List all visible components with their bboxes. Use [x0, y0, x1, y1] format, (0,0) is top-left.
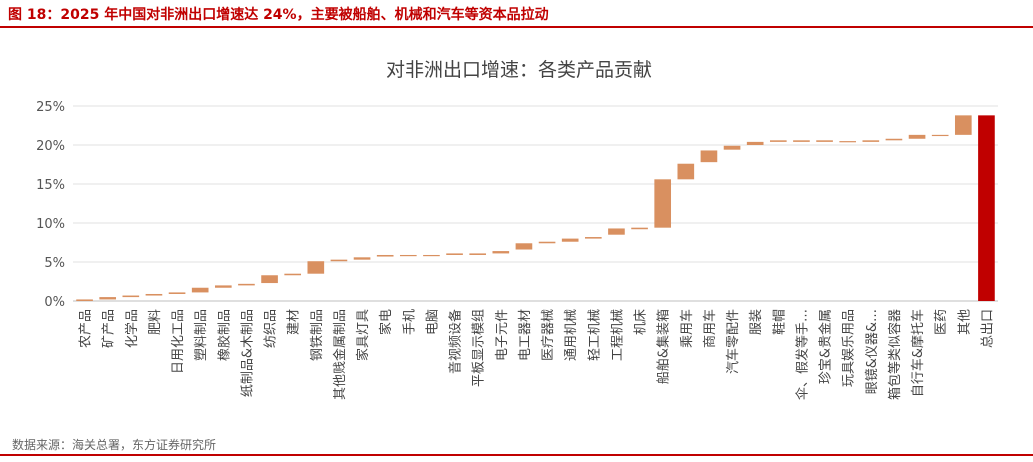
y-axis: 0% 5% 10% 15% 20% 25% — [36, 100, 65, 310]
x-tick-label: 日用化工品 — [171, 309, 186, 374]
bar-segment — [353, 257, 371, 260]
bar-segment — [423, 254, 440, 257]
x-tick-label: 平板显示模组 — [472, 309, 487, 387]
bar-segment — [885, 138, 903, 141]
bar-total — [978, 115, 995, 301]
x-tick-label: 眼镜&仪器&… — [865, 309, 880, 394]
bar-segment — [145, 293, 163, 296]
top-rule — [0, 26, 1033, 28]
y-tick-label: 5% — [44, 256, 65, 271]
x-tick-label: 其他 — [957, 309, 972, 335]
x-tick-label: 医疗器械 — [541, 309, 556, 361]
x-tick-label: 玩具娱乐用品 — [842, 309, 857, 387]
y-tick-label: 0% — [44, 295, 65, 310]
bar-segment — [677, 163, 695, 180]
x-tick-label: 工程机械 — [610, 309, 625, 361]
bar-segment — [515, 243, 533, 250]
bar-segment — [723, 145, 741, 150]
bar-segment — [584, 237, 602, 239]
x-tick-label: 钢铁制品 — [310, 309, 325, 361]
x-tick-label: 珍宝&贵金属 — [818, 309, 834, 384]
x-tick-label: 肥料 — [148, 309, 163, 335]
x-tick-label: 其他贱金属制品 — [332, 309, 348, 400]
bar-segment — [330, 259, 348, 262]
y-tick-label: 25% — [36, 100, 65, 115]
x-tick-label: 纺织品 — [264, 309, 279, 348]
x-tick-label: 医药 — [934, 309, 949, 335]
x-tick-label: 家具灯具 — [355, 309, 371, 361]
bar-segment — [446, 253, 463, 255]
x-tick-label: 纸制品&木制品 — [240, 309, 255, 397]
y-tick-label: 10% — [36, 217, 65, 232]
bar-segment — [908, 134, 926, 139]
x-tick-label: 矿产品 — [102, 309, 117, 348]
source-note: 数据来源：海关总署，东方证券研究所 — [12, 438, 217, 452]
bars — [76, 115, 995, 301]
x-tick-label: 橡胶制品 — [216, 309, 232, 361]
bar-segment — [284, 273, 302, 276]
bar-segment — [793, 140, 810, 142]
bottom-rule — [0, 454, 1033, 456]
figure-title: 图 18：2025 年中国对非洲出口增速达 24%，主要被船舶、机械和汽车等资本… — [8, 7, 549, 23]
bar-segment — [191, 287, 209, 293]
bar-segment — [839, 141, 857, 143]
x-tick-label: 手机 — [402, 309, 417, 335]
bar-segment — [76, 299, 93, 301]
x-tick-label: 服装 — [749, 309, 764, 335]
x-tick-label: 汽车零配件 — [725, 309, 741, 374]
x-tick-label: 农产品 — [79, 309, 94, 348]
x-tick-label: 船舶&集装箱 — [656, 309, 672, 384]
x-tick-label: 商用车 — [702, 309, 718, 348]
bar-segment — [238, 283, 255, 286]
x-tick-label: 电子元件 — [495, 309, 510, 361]
bar-segment — [654, 179, 672, 228]
bar-segment — [769, 140, 787, 142]
bar-segment — [608, 228, 625, 235]
x-tick-label: 总出口 — [980, 309, 995, 348]
chart-title: 对非洲出口增速：各类产品贡献 — [386, 59, 652, 81]
gridlines — [73, 105, 998, 302]
x-tick-label: 轻工机械 — [587, 309, 602, 361]
x-tick-label: 乘用车 — [679, 309, 695, 348]
bar-segment — [307, 261, 325, 274]
y-tick-label: 15% — [36, 178, 65, 193]
bar-segment — [954, 115, 972, 135]
x-tick-label: 电脑 — [425, 309, 440, 335]
bar-segment — [700, 150, 718, 163]
x-tick-label: 机床 — [634, 309, 649, 335]
bar-segment — [561, 238, 579, 242]
x-tick-label: 伞、假发等手… — [794, 309, 810, 400]
x-tick-label: 塑料制品 — [194, 309, 209, 361]
x-tick-label: 通用机械 — [564, 309, 579, 361]
x-tick-label: 建材 — [287, 309, 302, 335]
x-tick-label: 化学品 — [124, 309, 140, 348]
bar-segment — [376, 254, 394, 257]
bar-segment — [746, 141, 764, 145]
bar-segment — [492, 251, 510, 254]
chart-area: 对非洲出口增速：各类产品贡献 0% 5% 10% 15% 20% 25% 农产品 矿产品 化学… — [36, 59, 998, 400]
bar-segment — [122, 295, 140, 298]
bar-segment — [816, 140, 833, 142]
x-tick-label: 自行车&摩托车 — [910, 309, 926, 397]
bar-segment — [538, 241, 556, 244]
x-tick-label: 家电 — [378, 309, 394, 335]
bar-segment — [862, 140, 880, 142]
bar-segment — [631, 227, 648, 230]
x-axis: 农产品 矿产品 化学品 肥料 日用化工品 塑料制品 橡胶制品 纸制品&木制品 纺织品 建材 钢铁制品… — [79, 309, 996, 400]
bar-segment — [931, 134, 949, 137]
x-tick-label: 箱包等类似容器 — [887, 309, 903, 400]
bar-segment — [99, 297, 117, 300]
bar-segment — [168, 292, 186, 294]
bar-segment — [399, 254, 417, 257]
bar-segment — [261, 275, 278, 284]
x-tick-label: 电工器材 — [518, 309, 533, 361]
bar-segment — [214, 285, 232, 288]
x-tick-label: 音视频设备 — [448, 309, 464, 374]
bar-segment — [469, 253, 487, 255]
x-tick-label: 鞋帽 — [771, 309, 787, 335]
y-tick-label: 20% — [36, 139, 65, 154]
